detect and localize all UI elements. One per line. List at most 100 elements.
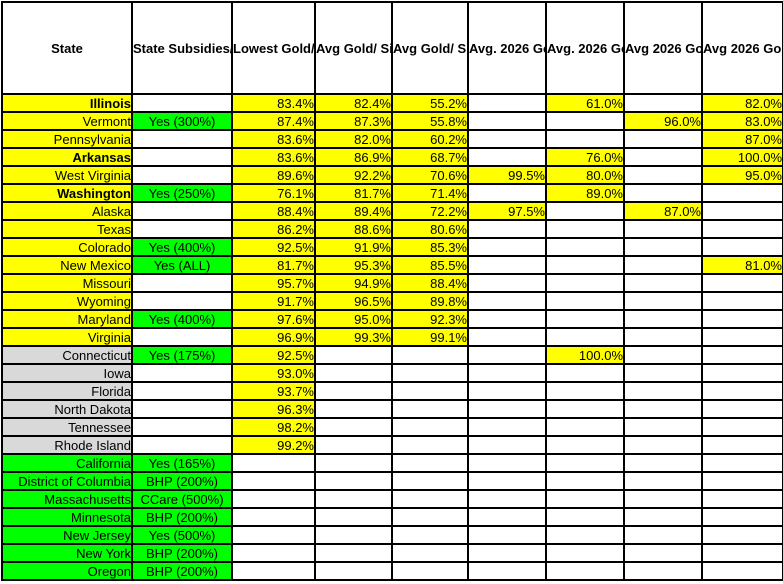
cell-2026-vs-2025-gold-gross xyxy=(467,237,547,257)
cell-avg-gold-silver-net xyxy=(391,435,469,455)
table-row: New Jersey Yes (500%) xyxy=(1,525,783,545)
cell-2026-vs-2025-gold-gross xyxy=(467,219,547,239)
subsidy-cell: Yes (500%) xyxy=(131,525,233,545)
table-row: West Virginia 89.6% 92.2% 70.6% 99.5% 80.0% 95… xyxy=(1,165,783,185)
cell-avg-gold-silver-gross xyxy=(314,453,393,473)
table-row: Illinois 83.4% 82.4% 55.2% 61.0% 82.0% xyxy=(1,93,783,113)
cell-2026-vs-2025-gold-gross xyxy=(467,417,547,437)
cell-2026-vs-2025-gold-gross xyxy=(467,453,547,473)
cell-avg-gold-silver-net: 99.1% xyxy=(391,327,469,347)
cell-2026-vs-2025-gold-net xyxy=(545,471,625,491)
subsidy-cell xyxy=(131,381,233,401)
state-cell: Florida xyxy=(1,381,133,401)
table-row: Washington Yes (250%) 76.1% 81.7% 71.4% 89.0% xyxy=(1,183,783,203)
state-cell: Connecticut xyxy=(1,345,133,365)
cell-2026-vs-2025-silver-gross xyxy=(623,291,703,311)
state-cell: Rhode Island xyxy=(1,435,133,455)
column-header-lowest-gold-benchmark-silver: Lowest Gold/ Benchmark Silver xyxy=(231,1,316,95)
cell-avg-gold-silver-net xyxy=(391,543,469,563)
subsidy-cell: BHP (200%) xyxy=(131,471,233,491)
cell-lowest-gold-benchmark-silver xyxy=(231,471,316,491)
cell-avg-gold-silver-net xyxy=(391,399,469,419)
cell-2026-vs-2025-gold-gross xyxy=(467,399,547,419)
cell-avg-gold-silver-gross xyxy=(314,525,393,545)
cell-2026-vs-2025-gold-net xyxy=(545,453,625,473)
cell-2026-vs-2025-silver-net xyxy=(701,363,783,383)
cell-lowest-gold-benchmark-silver: 97.6% xyxy=(231,309,316,329)
table-row: Connecticut Yes (175%) 92.5% 100.0% xyxy=(1,345,783,365)
table-row: Missouri 95.7% 94.9% 88.4% xyxy=(1,273,783,293)
table-row: New York BHP (200%) xyxy=(1,543,783,563)
subsidy-cell: BHP (200%) xyxy=(131,543,233,563)
cell-avg-gold-silver-gross: 86.9% xyxy=(314,147,393,167)
cell-lowest-gold-benchmark-silver xyxy=(231,525,316,545)
table-row: Oregon BHP (200%) xyxy=(1,561,783,581)
cell-2026-vs-2025-gold-net xyxy=(545,201,625,221)
subsidy-cell: Yes (250%) xyxy=(131,183,233,203)
cell-2026-vs-2025-gold-gross xyxy=(467,543,547,563)
state-cell: New York xyxy=(1,543,133,563)
cell-2026-vs-2025-gold-net xyxy=(545,129,625,149)
table-row: Vermont Yes (300%) 87.4% 87.3% 55.8% 96.0% 83.… xyxy=(1,111,783,131)
cell-lowest-gold-benchmark-silver: 76.1% xyxy=(231,183,316,203)
column-header-state-subsidies: State Subsidies/ Special xyxy=(131,1,233,95)
cell-2026-vs-2025-silver-net: 81.0% xyxy=(701,255,783,275)
cell-2026-vs-2025-gold-net xyxy=(545,309,625,329)
cell-2026-vs-2025-gold-gross xyxy=(467,489,547,509)
cell-avg-gold-silver-net: 89.8% xyxy=(391,291,469,311)
cell-2026-vs-2025-silver-gross xyxy=(623,93,703,113)
cell-2026-vs-2025-gold-net: 76.0% xyxy=(545,147,625,167)
cell-avg-gold-silver-net: 85.5% xyxy=(391,255,469,275)
cell-2026-vs-2025-gold-gross xyxy=(467,381,547,401)
cell-2026-vs-2025-silver-gross xyxy=(623,507,703,527)
cell-lowest-gold-benchmark-silver xyxy=(231,561,316,581)
cell-2026-vs-2025-silver-net xyxy=(701,435,783,455)
table-row: Virginia 96.9% 99.3% 99.1% xyxy=(1,327,783,347)
table-row: Texas 86.2% 88.6% 80.6% xyxy=(1,219,783,239)
cell-2026-vs-2025-silver-gross: 96.0% xyxy=(623,111,703,131)
cell-2026-vs-2025-silver-gross xyxy=(623,219,703,239)
subsidy-cell xyxy=(131,165,233,185)
cell-2026-vs-2025-gold-gross xyxy=(467,273,547,293)
cell-2026-vs-2025-silver-net xyxy=(701,309,783,329)
cell-lowest-gold-benchmark-silver: 91.7% xyxy=(231,291,316,311)
cell-2026-vs-2025-silver-net xyxy=(701,291,783,311)
table-row: Iowa 93.0% xyxy=(1,363,783,383)
cell-2026-vs-2025-silver-net xyxy=(701,201,783,221)
cell-avg-gold-silver-gross: 87.3% xyxy=(314,111,393,131)
cell-2026-vs-2025-silver-net xyxy=(701,543,783,563)
cell-avg-gold-silver-gross: 99.3% xyxy=(314,327,393,347)
cell-lowest-gold-benchmark-silver: 83.6% xyxy=(231,129,316,149)
column-header-avg-gold-silver-net: Avg Gold/ Silver Net xyxy=(391,1,469,95)
cell-avg-gold-silver-net: 88.4% xyxy=(391,273,469,293)
subsidy-cell xyxy=(131,327,233,347)
subsidy-cell xyxy=(131,291,233,311)
cell-2026-vs-2025-gold-net xyxy=(545,543,625,563)
cell-avg-gold-silver-net: 80.6% xyxy=(391,219,469,239)
cell-2026-vs-2025-silver-net xyxy=(701,345,783,365)
cell-avg-gold-silver-gross xyxy=(314,345,393,365)
cell-2026-vs-2025-silver-net xyxy=(701,453,783,473)
cell-2026-vs-2025-gold-net xyxy=(545,507,625,527)
cell-2026-vs-2025-gold-net xyxy=(545,435,625,455)
table-row: Florida 93.7% xyxy=(1,381,783,401)
cell-2026-vs-2025-gold-gross xyxy=(467,345,547,365)
cell-avg-gold-silver-gross: 81.7% xyxy=(314,183,393,203)
cell-2026-vs-2025-gold-net xyxy=(545,219,625,239)
column-header-avg-gold-silver-gross: Avg Gold/ Silver Gross xyxy=(314,1,393,95)
cell-2026-vs-2025-silver-gross xyxy=(623,453,703,473)
cell-avg-gold-silver-net xyxy=(391,471,469,491)
cell-2026-vs-2025-gold-gross xyxy=(467,507,547,527)
header-row: State State Subsidies/ Special Lowest Go… xyxy=(1,1,783,95)
state-cell: District of Columbia xyxy=(1,471,133,491)
cell-2026-vs-2025-gold-net xyxy=(545,561,625,581)
cell-2026-vs-2025-silver-gross xyxy=(623,363,703,383)
table-row: Rhode Island 99.2% xyxy=(1,435,783,455)
subsidy-cell: BHP (200%) xyxy=(131,561,233,581)
table-row: District of Columbia BHP (200%) xyxy=(1,471,783,491)
cell-avg-gold-silver-net xyxy=(391,453,469,473)
cell-avg-gold-silver-net xyxy=(391,489,469,509)
cell-lowest-gold-benchmark-silver xyxy=(231,489,316,509)
cell-2026-vs-2025-silver-gross xyxy=(623,345,703,365)
cell-2026-vs-2025-silver-net xyxy=(701,327,783,347)
